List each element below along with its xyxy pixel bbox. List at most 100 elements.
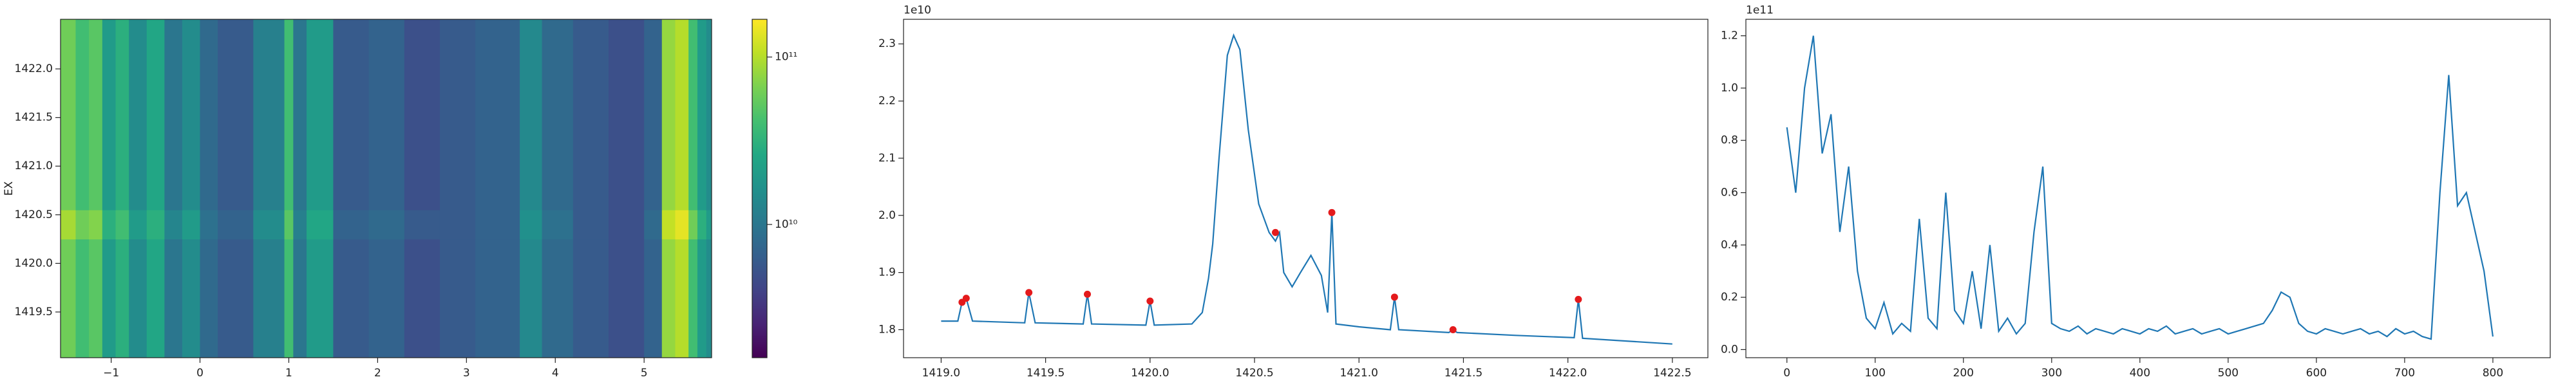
heatmap-cell <box>333 19 370 210</box>
heatmap-cell <box>284 239 294 358</box>
heatmap-cell <box>439 19 476 210</box>
heatmap-cell <box>661 19 676 210</box>
x-tick-label: 200 <box>1953 367 1974 380</box>
x-tick-label: 1422.5 <box>1653 367 1691 380</box>
colorbar <box>752 19 768 358</box>
heatmap-cell <box>182 239 201 358</box>
x-tick-label: 1421.5 <box>1444 367 1482 380</box>
y-tick-label: 1.8 <box>878 323 896 336</box>
heatmap-cell <box>573 210 609 240</box>
x-tick-label: 300 <box>2041 367 2062 380</box>
heatmap-cell <box>284 19 294 210</box>
heatmap-cell <box>688 239 698 358</box>
x-tick-label: 5 <box>641 367 648 380</box>
heatmap-cell <box>75 19 90 210</box>
y-tick-label: 1.9 <box>878 266 896 279</box>
y-tick-label: 1420.0 <box>15 257 53 270</box>
heatmap-cell <box>368 239 405 358</box>
y-tick-label: 1421.0 <box>15 160 53 172</box>
heatmap-cell <box>520 210 543 240</box>
heatmap-cell <box>115 210 129 240</box>
heatmap-cell <box>200 210 218 240</box>
heatmap-cell <box>688 19 698 210</box>
x-tick-label: 100 <box>1865 367 1886 380</box>
heatmap-cell <box>706 210 712 240</box>
x-tick-label: 800 <box>2483 367 2503 380</box>
heatmap-cell <box>75 210 90 240</box>
heatmap-cell <box>102 239 117 358</box>
heatmap-cell <box>697 239 707 358</box>
heatmap-cell <box>218 210 254 240</box>
heatmap-cell <box>200 239 218 358</box>
x-tick-label: 0 <box>1783 367 1790 380</box>
heatmap-cell <box>61 239 76 358</box>
heatmap-cell <box>89 239 103 358</box>
heatmap-cell <box>218 19 254 210</box>
heatmap-cell <box>307 210 334 240</box>
heatmap-cell <box>129 239 147 358</box>
y-tick-label: 2.3 <box>878 37 896 50</box>
axes-frame <box>60 19 712 358</box>
heatmap-cell <box>688 210 698 240</box>
y-tick-label: 0.4 <box>1721 239 1738 252</box>
heatmap-cell <box>644 19 663 210</box>
x-tick-label: 400 <box>2130 367 2150 380</box>
heatmap-cell <box>61 19 76 210</box>
heatmap-cell <box>404 210 440 240</box>
heatmap-cell <box>520 19 543 210</box>
heatmap-cell <box>146 210 165 240</box>
heatmap-cell <box>475 19 520 210</box>
x-tick-label: 500 <box>2218 367 2239 380</box>
heatmap-cell <box>542 19 574 210</box>
x-tick-label: 1419.0 <box>922 367 960 380</box>
peak-marker <box>1449 326 1457 333</box>
heatmap-cell <box>164 210 183 240</box>
x-tick-label: 1420.0 <box>1131 367 1169 380</box>
heatmap-cell <box>368 210 405 240</box>
heatmap-cell <box>129 210 147 240</box>
heatmap-cell <box>307 19 334 210</box>
heatmap-cell <box>542 239 574 358</box>
heatmap-cell <box>644 239 663 358</box>
heatmap-cell <box>333 210 370 240</box>
peak-marker <box>1271 228 1279 236</box>
heatmap-cell <box>75 239 90 358</box>
data-line <box>1786 35 2494 340</box>
heatmap-cell <box>293 210 307 240</box>
heatmap-cell <box>675 19 689 210</box>
heatmap-cell <box>307 239 334 358</box>
heatmap-cell <box>644 210 663 240</box>
heatmap-cell <box>253 239 285 358</box>
heatmap-cell <box>182 210 201 240</box>
heatmap-cell <box>475 239 520 358</box>
heatmap-cell <box>404 19 440 210</box>
peak-marker <box>1083 290 1091 298</box>
y-tick-label: 0.0 <box>1721 343 1738 356</box>
x-tick-label: 1422.0 <box>1549 367 1587 380</box>
heatmap-cell <box>368 19 405 210</box>
heatmap-cell <box>697 210 707 240</box>
heatmap-cell <box>102 19 117 210</box>
heatmap-cell <box>61 210 76 240</box>
colorbar-tick-label: 10¹¹ <box>775 51 797 64</box>
x-tick-label: 4 <box>552 367 559 380</box>
heatmap-cell <box>697 19 707 210</box>
y-tick-label: 1421.5 <box>15 111 53 124</box>
heatmap-cell <box>89 210 103 240</box>
offset-label: 1e10 <box>904 4 931 17</box>
x-tick-label: 600 <box>2306 367 2327 380</box>
heatmap-cell <box>706 19 712 210</box>
data-line <box>941 33 1672 345</box>
heatmap-cell <box>293 239 307 358</box>
x-tick-label: 3 <box>463 367 470 380</box>
peak-marker <box>1025 289 1033 297</box>
heatmap-cell <box>253 210 285 240</box>
y-tick-label: 1420.5 <box>15 208 53 221</box>
peak-marker <box>962 295 970 302</box>
x-tick-label: −1 <box>103 367 119 380</box>
heatmap-cell <box>146 239 165 358</box>
heatmap-cell <box>706 239 712 358</box>
peak-marker <box>1146 297 1154 305</box>
heatmap-cell <box>333 239 370 358</box>
